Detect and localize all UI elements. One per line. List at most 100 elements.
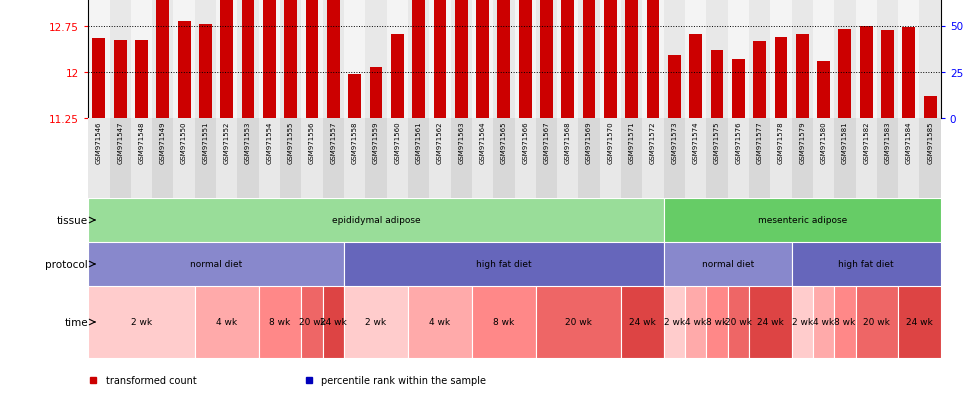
Bar	[812, 119, 834, 199]
Bar	[476, 0, 489, 119]
Bar	[578, 0, 600, 119]
Bar	[685, 286, 707, 358]
Bar	[557, 0, 578, 119]
Bar	[386, 0, 408, 119]
Text: GSM971566: GSM971566	[522, 121, 528, 164]
Bar	[237, 119, 259, 199]
Bar	[621, 0, 642, 119]
Bar	[689, 34, 702, 119]
Bar	[877, 119, 898, 199]
Bar	[322, 0, 344, 119]
Text: high fat diet: high fat diet	[838, 260, 894, 269]
Bar	[88, 0, 110, 119]
Text: GSM971583: GSM971583	[885, 121, 891, 164]
Bar	[472, 286, 536, 358]
Bar	[110, 0, 130, 119]
Text: GSM971580: GSM971580	[820, 121, 826, 164]
Bar	[173, 0, 195, 119]
Text: GSM971563: GSM971563	[459, 121, 465, 164]
Bar	[152, 0, 173, 119]
Bar	[839, 29, 852, 119]
Bar	[413, 0, 425, 119]
Bar	[518, 0, 531, 119]
Bar	[92, 39, 105, 119]
Bar	[792, 0, 812, 119]
Bar	[322, 286, 344, 358]
Text: 8 wk: 8 wk	[707, 318, 727, 327]
Text: GSM971551: GSM971551	[203, 121, 209, 164]
Text: GSM971569: GSM971569	[586, 121, 592, 164]
Bar	[898, 286, 941, 358]
Text: 2 wk: 2 wk	[663, 318, 685, 327]
Bar	[727, 119, 749, 199]
Bar	[732, 60, 745, 119]
Text: protocol: protocol	[45, 259, 88, 269]
Text: tissue: tissue	[57, 216, 88, 225]
Text: 20 wk: 20 wk	[725, 318, 752, 327]
Bar	[707, 0, 727, 119]
Text: GSM971572: GSM971572	[650, 121, 656, 164]
Text: GSM971582: GSM971582	[863, 121, 869, 164]
Text: 8 wk: 8 wk	[270, 318, 291, 327]
Text: GSM971550: GSM971550	[181, 121, 187, 164]
Text: GSM971557: GSM971557	[330, 121, 336, 164]
Bar	[498, 0, 511, 119]
Text: 24 wk: 24 wk	[757, 318, 784, 327]
Text: GSM971561: GSM971561	[416, 121, 421, 164]
Text: transformed count: transformed count	[106, 375, 197, 385]
Bar	[600, 119, 621, 199]
Bar	[792, 119, 813, 199]
Bar	[685, 119, 707, 199]
Bar	[877, 0, 898, 119]
Bar	[919, 0, 941, 119]
Text: GSM971581: GSM971581	[842, 121, 848, 164]
Text: 24 wk: 24 wk	[906, 318, 933, 327]
Bar	[199, 25, 212, 119]
Bar	[792, 286, 813, 358]
Bar	[130, 0, 152, 119]
Bar	[386, 119, 408, 199]
Text: high fat diet: high fat diet	[476, 260, 532, 269]
Bar	[856, 119, 877, 199]
Bar	[536, 286, 621, 358]
Text: time: time	[65, 317, 88, 327]
Bar	[88, 286, 195, 358]
Bar	[881, 31, 894, 119]
Bar	[216, 0, 237, 119]
Text: GSM971552: GSM971552	[223, 121, 229, 164]
Bar	[344, 0, 366, 119]
Bar	[135, 40, 148, 119]
Text: GSM971577: GSM971577	[757, 121, 762, 164]
Bar	[455, 0, 467, 119]
Bar	[859, 26, 872, 119]
Bar	[536, 0, 557, 119]
Text: GSM971553: GSM971553	[245, 121, 251, 164]
Bar	[710, 51, 723, 119]
Bar	[173, 119, 195, 199]
Bar	[600, 0, 621, 119]
Bar	[642, 0, 663, 119]
Bar	[451, 119, 472, 199]
Bar	[578, 119, 600, 199]
Bar	[177, 22, 190, 119]
Text: 24 wk: 24 wk	[629, 318, 656, 327]
Bar	[583, 0, 596, 119]
Text: GSM971579: GSM971579	[800, 121, 806, 164]
Bar	[472, 119, 493, 199]
Bar	[366, 0, 386, 119]
Bar	[88, 199, 663, 242]
Bar	[284, 0, 297, 119]
Bar	[685, 0, 707, 119]
Bar	[263, 0, 275, 119]
Bar	[834, 0, 856, 119]
Text: GSM971556: GSM971556	[309, 121, 315, 164]
Bar	[152, 119, 173, 199]
Bar	[451, 0, 471, 119]
Bar	[663, 242, 792, 286]
Bar	[280, 0, 301, 119]
Text: mesenteric adipose: mesenteric adipose	[758, 216, 847, 225]
Bar	[195, 0, 216, 119]
Text: GSM971548: GSM971548	[138, 121, 144, 164]
Bar	[727, 286, 749, 358]
Bar	[621, 119, 643, 199]
